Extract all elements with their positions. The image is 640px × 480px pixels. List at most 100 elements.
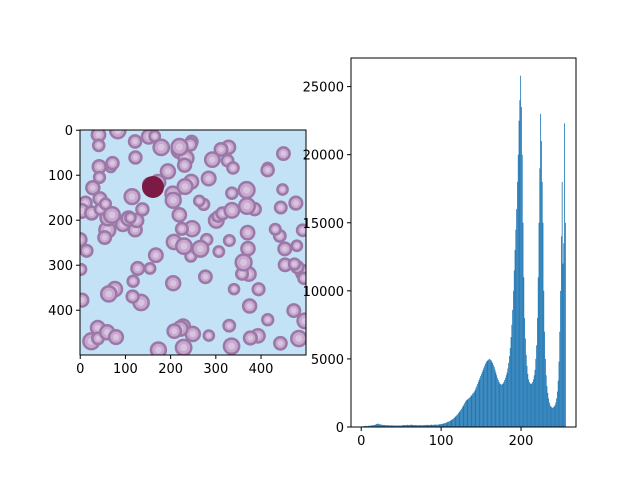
cell-center — [244, 245, 251, 252]
bar — [490, 360, 492, 427]
cell-center — [240, 258, 248, 266]
bar — [552, 407, 553, 427]
cell-center — [108, 211, 116, 219]
bar — [370, 425, 371, 427]
cell-center — [196, 198, 202, 204]
bar — [430, 424, 432, 427]
bar — [378, 424, 380, 427]
bar — [443, 423, 445, 427]
bar — [544, 331, 545, 427]
bar — [413, 425, 414, 427]
bar — [432, 424, 434, 427]
cell-center — [80, 297, 85, 304]
bar — [485, 362, 487, 427]
x-tick-label: 200 — [158, 362, 183, 377]
cell-center — [101, 234, 108, 241]
bar — [527, 373, 529, 427]
bar — [457, 414, 458, 427]
bar — [548, 398, 549, 427]
cell-center — [95, 131, 102, 138]
bar — [545, 375, 547, 427]
bar — [508, 363, 510, 427]
cell-center — [164, 168, 172, 175]
bar — [364, 425, 366, 427]
y-tick-label: 5000 — [311, 353, 344, 368]
bar — [477, 384, 478, 427]
bar — [401, 425, 403, 427]
cell-center — [301, 275, 306, 281]
bar — [429, 424, 430, 427]
bar — [488, 359, 490, 427]
cell-center — [137, 299, 145, 306]
bar — [509, 356, 510, 427]
bar — [513, 270, 515, 427]
bar — [461, 408, 462, 427]
bar — [376, 424, 378, 427]
bar — [498, 382, 500, 427]
bar — [418, 425, 420, 427]
bar — [423, 425, 425, 427]
bar — [389, 425, 390, 427]
cell-center — [239, 271, 245, 277]
bar — [406, 424, 408, 427]
bar — [564, 123, 565, 427]
cell-center — [132, 226, 139, 233]
cell-center — [282, 262, 288, 268]
bar — [397, 425, 398, 427]
cell-center — [139, 206, 146, 213]
cell-center — [243, 202, 251, 210]
bar — [429, 424, 431, 427]
bar — [417, 425, 419, 427]
bar — [559, 331, 561, 427]
cell-center — [277, 340, 284, 347]
bar — [552, 407, 554, 427]
bar — [505, 375, 507, 427]
cell-center — [293, 200, 299, 206]
cell-center — [280, 187, 285, 192]
bar — [404, 425, 406, 427]
bar — [384, 424, 386, 427]
cell-center — [281, 246, 288, 252]
bar — [486, 360, 488, 427]
bar — [500, 384, 502, 427]
bar — [367, 425, 369, 427]
bar — [389, 425, 391, 427]
cell-center — [228, 207, 236, 214]
bar — [518, 120, 520, 427]
bar — [433, 424, 435, 427]
bar — [427, 424, 429, 427]
bar — [393, 425, 395, 427]
cell-center — [188, 225, 196, 233]
bar — [562, 263, 564, 427]
bar — [556, 391, 558, 427]
bar — [519, 100, 521, 428]
cell-center — [109, 160, 116, 166]
cell-center — [187, 141, 194, 148]
bar — [492, 363, 494, 427]
cell-center — [180, 344, 188, 352]
cell-center — [129, 293, 136, 300]
bar — [525, 354, 527, 427]
bar — [493, 367, 495, 427]
bar — [398, 425, 400, 427]
cell-center — [255, 286, 262, 292]
bar — [480, 375, 482, 427]
bar — [493, 365, 494, 427]
bar — [440, 424, 442, 427]
bar — [425, 424, 427, 427]
cell-center — [83, 248, 90, 254]
cell-center — [157, 143, 165, 151]
bar — [517, 181, 518, 427]
bar — [449, 420, 451, 427]
bar — [380, 424, 382, 427]
cell-center — [188, 253, 194, 259]
bar — [374, 424, 376, 427]
bar — [487, 360, 489, 427]
bar — [462, 406, 464, 427]
bar — [560, 290, 561, 427]
bar — [385, 425, 386, 427]
bar — [382, 424, 383, 427]
bar — [560, 236, 562, 427]
y-tick-label: 20000 — [303, 149, 344, 164]
bar — [483, 367, 485, 427]
